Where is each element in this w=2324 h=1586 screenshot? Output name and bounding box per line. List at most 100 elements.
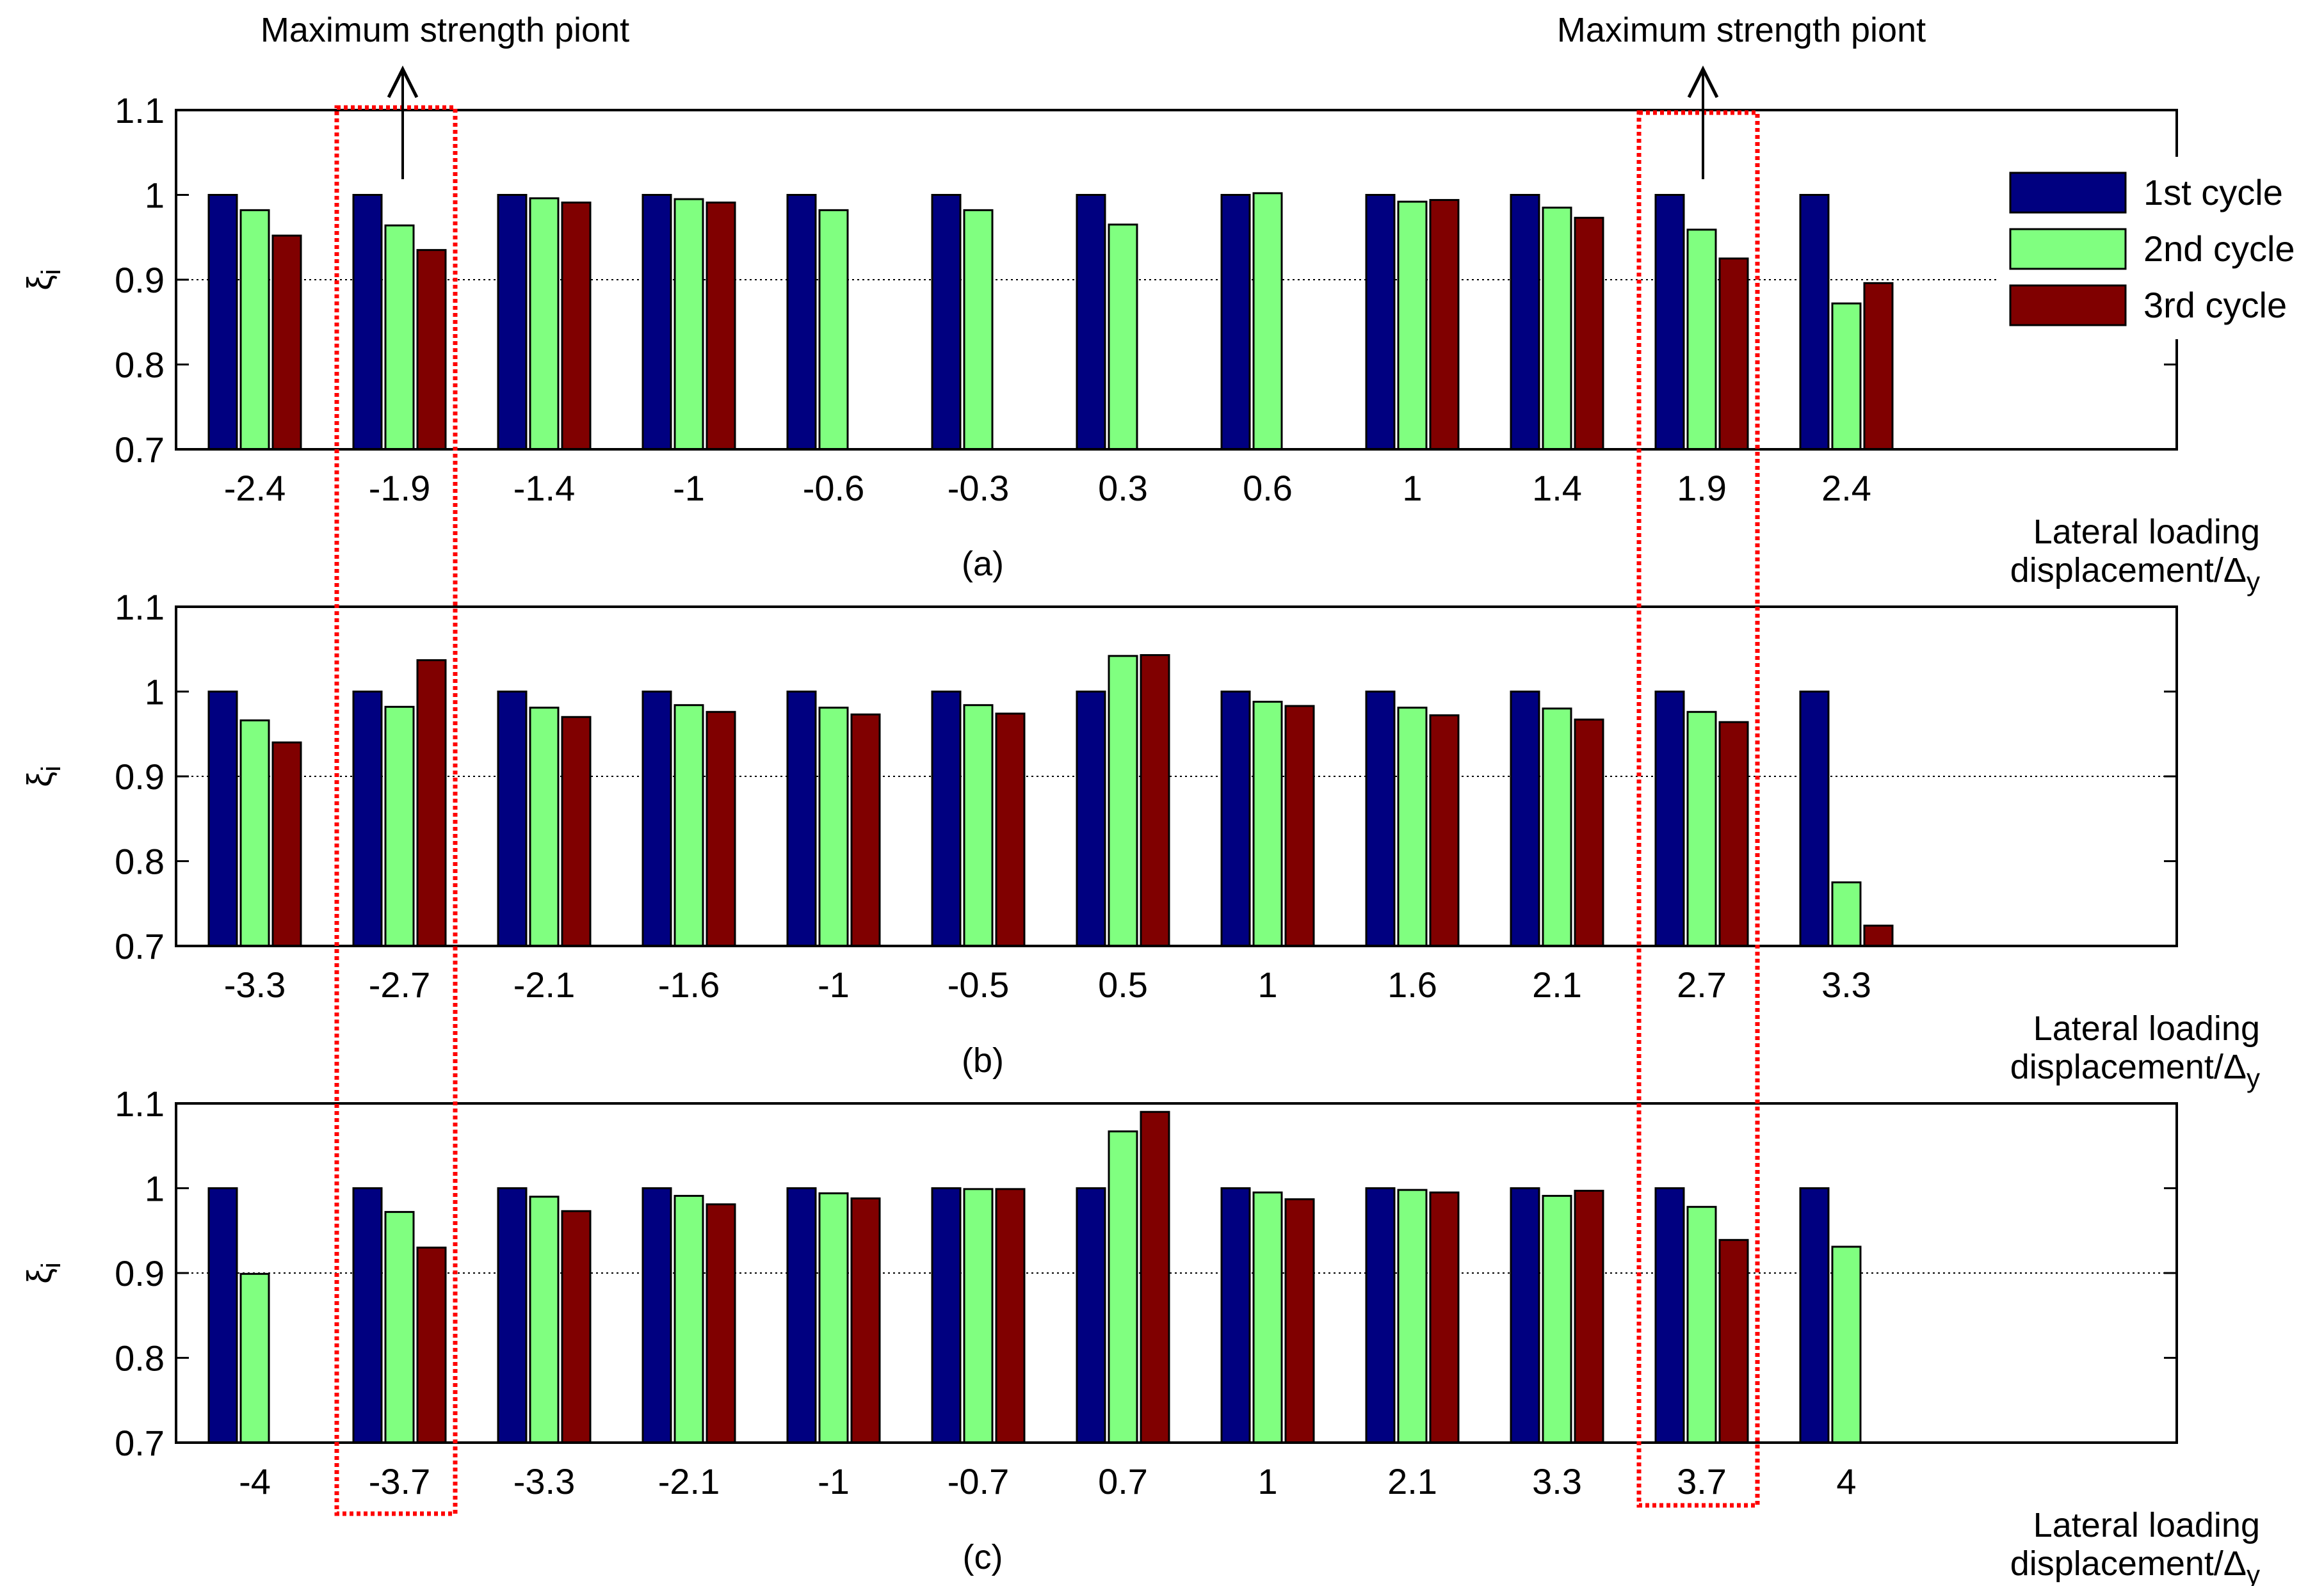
x-tick-label: 3.7 [1677, 1461, 1727, 1502]
bar-1-2 [497, 1187, 528, 1444]
bar-1-1 [352, 194, 383, 451]
x-tick-label: 2.1 [1387, 1461, 1437, 1502]
x-tick-label: -2.1 [658, 1461, 720, 1502]
bar-1-5 [931, 194, 962, 451]
bar-1-9 [1510, 691, 1540, 947]
x-tick-label: 1 [1257, 965, 1277, 1005]
x-tick-label: -0.5 [948, 965, 1010, 1005]
bar-1-0 [207, 194, 238, 451]
bar-1-0 [207, 1187, 238, 1444]
chart-panels: -2.4 -1.9 -1.4 -1 -0.6 -0.3 0.3 0.6 1 1.4 1.9 2.4 0.… [20, 90, 2260, 1586]
bar-2-2 [529, 197, 560, 451]
y-tick-label: 0.9 [115, 757, 165, 797]
x-tick-label: -1.6 [658, 965, 720, 1005]
bar-1-5 [931, 1187, 962, 1444]
bar-3-3 [706, 201, 736, 451]
x-tick-label: -4 [239, 1461, 271, 1502]
panel-label: (b) [962, 1041, 1004, 1080]
panel-a: -2.4 -1.9 -1.4 -1 -0.6 -0.3 0.3 0.6 1 1.4 1.9 2.4 0.… [20, 90, 2260, 597]
x-tick-label: 2.4 [1821, 468, 1871, 508]
bar-3-3 [706, 710, 736, 947]
highlight-boxes [334, 105, 1760, 1516]
bar-1-1 [352, 1187, 383, 1444]
bar-1-11 [1799, 691, 1830, 947]
x-axis-label-line2: displacement/Δy [2010, 1544, 2260, 1586]
bar-3-9 [1574, 216, 1604, 451]
bar-1-3 [642, 691, 672, 947]
bar-1-5 [931, 691, 962, 947]
bar-1-3 [642, 194, 672, 451]
x-tick-label: 3.3 [1821, 965, 1871, 1005]
bar-2-7 [1252, 700, 1283, 947]
bar-3-5 [995, 1188, 1026, 1444]
bar-1-4 [786, 1187, 817, 1444]
bar-3-1 [416, 1246, 447, 1444]
y-tick-label: 0.9 [115, 1253, 165, 1294]
bar-1-10 [1654, 691, 1685, 947]
bar-3-1 [416, 659, 447, 947]
y-tick-label: 1 [145, 1169, 165, 1209]
bar-2-8 [1397, 707, 1428, 947]
x-tick-label: -1 [673, 468, 705, 508]
bar-2-9 [1542, 206, 1572, 451]
x-axis-label-line2: displacement/Δy [2010, 551, 2260, 597]
x-tick-label: -2.1 [513, 965, 576, 1005]
y-tick-label: 0.8 [115, 1338, 165, 1379]
bar-2-8 [1397, 200, 1428, 451]
x-tick-label: 4 [1836, 1461, 1856, 1502]
bar-1-8 [1365, 194, 1396, 451]
bar-1-9 [1510, 1187, 1540, 1444]
y-tick-label: 1.1 [115, 587, 165, 627]
y-tick-label: 1.1 [115, 1084, 165, 1124]
x-tick-label: 3.3 [1532, 1461, 1582, 1502]
bar-1-7 [1220, 691, 1251, 947]
x-axis-label-line1: Lateral loading [2033, 1506, 2260, 1544]
x-axis-label-line1: Lateral loading [2033, 1009, 2260, 1048]
bar-1-3 [642, 1187, 672, 1444]
bar-1-7 [1220, 194, 1251, 451]
bar-2-3 [674, 1194, 704, 1444]
bar-3-4 [850, 1197, 881, 1444]
bar-2-4 [818, 707, 849, 947]
bar-1-2 [497, 194, 528, 451]
panel-c: -4 -3.7 -3.3 -2.1 -1 -0.7 0.7 1 2.1 3.3 3.7 4 0.7 0.8… [20, 1084, 2260, 1586]
bar-3-7 [1284, 1198, 1315, 1444]
y-tick-label: 0.9 [115, 260, 165, 300]
y-tick-label: 0.7 [115, 926, 165, 966]
annotation-label-2: Maximum strength piont [1557, 11, 1926, 49]
bar-2-10 [1686, 1206, 1717, 1444]
x-tick-label: 0.6 [1243, 468, 1293, 508]
x-tick-label: -1.4 [513, 468, 576, 508]
bar-3-8 [1429, 714, 1460, 947]
bar-2-1 [384, 705, 415, 947]
highlight-box-1 [334, 105, 458, 1516]
legend: 1st cycle 2nd cycle 3rd cycle [1997, 157, 2318, 339]
bar-1-6 [1076, 1187, 1106, 1444]
bar-2-4 [818, 209, 849, 451]
bar-2-5 [963, 704, 994, 947]
bar-1-7 [1220, 1187, 1251, 1444]
bar-3-9 [1574, 1189, 1604, 1444]
x-tick-label: 2.7 [1677, 965, 1727, 1005]
y-axis-label: ξi [20, 269, 66, 291]
highlight-box-2 [1636, 110, 1760, 1508]
bar-1-6 [1076, 194, 1106, 451]
bar-2-5 [963, 209, 994, 451]
bar-2-7 [1252, 192, 1283, 451]
x-tick-label: -1 [818, 1461, 850, 1502]
bar-3-2 [561, 716, 592, 947]
x-axis-label-line1: Lateral loading [2033, 513, 2260, 551]
x-tick-label: 1.9 [1677, 468, 1727, 508]
bar-2-6 [1108, 655, 1138, 947]
bar-2-6 [1108, 1130, 1138, 1444]
panel-b: -3.3 -2.7 -2.1 -1.6 -1 -0.5 0.5 1 1.6 2.1 2.7 3.3 0.… [20, 587, 2260, 1093]
y-tick-label: 1 [145, 672, 165, 712]
y-axis-label: ξi [20, 1262, 66, 1284]
bar-3-11 [1863, 282, 1894, 451]
bar-2-7 [1252, 1191, 1283, 1444]
bar-2-0 [239, 209, 270, 451]
bar-3-4 [850, 713, 881, 947]
bar-2-10 [1686, 710, 1717, 947]
bar-2-1 [384, 1211, 415, 1444]
